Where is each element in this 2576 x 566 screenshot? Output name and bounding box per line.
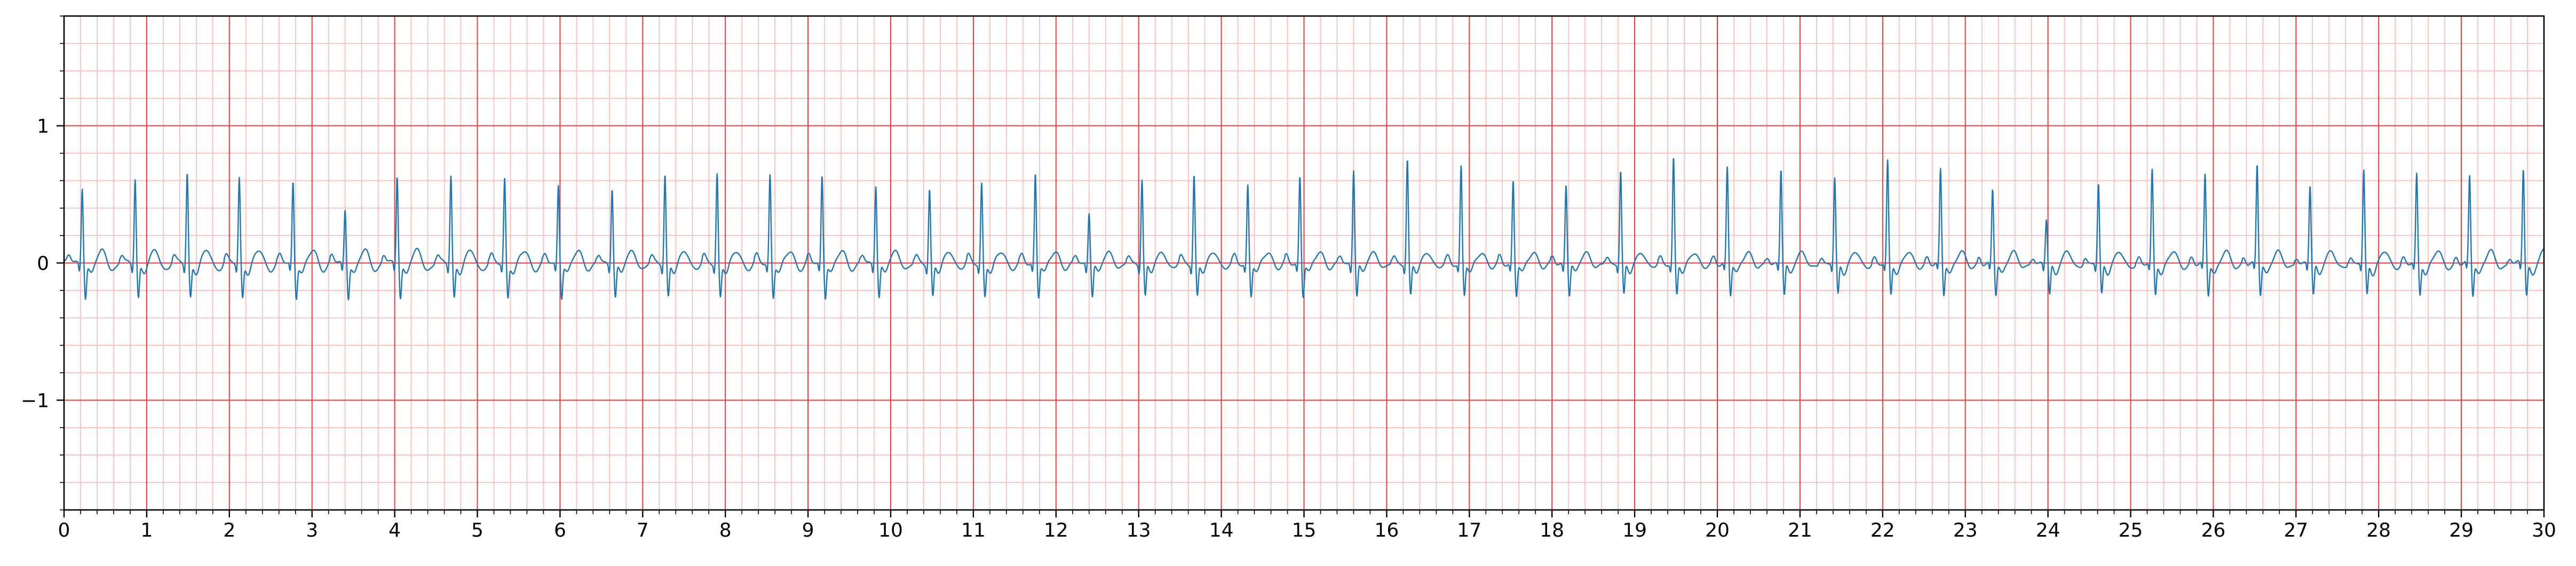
x-tick-label: 24 bbox=[2036, 520, 2060, 541]
r-peak-point bbox=[396, 176, 398, 178]
r-peak-point bbox=[186, 172, 188, 174]
x-tick-label: 19 bbox=[1622, 520, 1647, 541]
x-tick-label: 29 bbox=[2449, 520, 2474, 541]
r-peak-point bbox=[2363, 169, 2365, 171]
r-peak-point bbox=[769, 174, 771, 176]
ecg-trace-layer bbox=[64, 156, 2545, 301]
x-tick-label: 4 bbox=[389, 520, 401, 541]
x-tick-label: 10 bbox=[878, 520, 903, 541]
r-peak-point bbox=[1939, 168, 1941, 170]
r-peak-point bbox=[344, 209, 346, 211]
r-peak-point bbox=[1726, 166, 1729, 168]
r-peak-point bbox=[980, 182, 982, 184]
x-tick-label: 13 bbox=[1127, 520, 1151, 541]
y-tick-label: 1 bbox=[37, 116, 49, 138]
r-peak-point bbox=[1034, 172, 1036, 175]
r-peak-point bbox=[557, 185, 559, 187]
x-tick-label: 2 bbox=[223, 520, 235, 541]
r-peak-point bbox=[504, 176, 506, 178]
r-peak-point bbox=[2522, 168, 2524, 170]
r-peak-point bbox=[1992, 188, 1994, 190]
y-axis: 1 0 −1 bbox=[21, 15, 64, 510]
r-peak-point bbox=[134, 179, 136, 181]
x-tick-label: 15 bbox=[1292, 520, 1317, 541]
r-peak-point bbox=[81, 188, 83, 190]
ecg-trace-line bbox=[64, 158, 2545, 301]
r-peak-point bbox=[1620, 170, 1622, 172]
r-peak-point bbox=[1460, 165, 1462, 167]
r-peak-point bbox=[2046, 219, 2048, 221]
r-peak-point bbox=[2309, 185, 2311, 187]
r-peak-point bbox=[1088, 213, 1090, 215]
r-peak-point bbox=[1673, 156, 1675, 158]
r-peak-point bbox=[2151, 168, 2153, 170]
x-tick-label: 26 bbox=[2201, 520, 2225, 541]
r-peak-point bbox=[611, 188, 613, 191]
x-tick-label: 1 bbox=[140, 520, 153, 541]
r-peak-point bbox=[1141, 179, 1143, 181]
x-tick-label: 11 bbox=[961, 520, 986, 541]
x-tick-label: 27 bbox=[2284, 520, 2308, 541]
r-peak-point bbox=[292, 181, 294, 183]
x-tick-label: 8 bbox=[719, 520, 732, 541]
x-tick-label: 5 bbox=[471, 520, 484, 541]
x-tick-label: 18 bbox=[1540, 520, 1564, 541]
x-tick-label: 17 bbox=[1457, 520, 1481, 541]
r-peak-point bbox=[1299, 175, 1301, 177]
major-grid bbox=[64, 16, 2545, 510]
r-peak-point bbox=[664, 174, 666, 176]
x-tick-label: 23 bbox=[1953, 520, 1978, 541]
x-tick-label: 7 bbox=[637, 520, 649, 541]
r-peak-point bbox=[875, 186, 877, 188]
r-peak-point bbox=[1352, 170, 1354, 172]
r-peak-point bbox=[929, 188, 931, 191]
r-peak-point bbox=[1247, 184, 1249, 186]
y-tick-label: 0 bbox=[37, 253, 49, 275]
r-peak-point bbox=[1512, 179, 1514, 182]
r-peak-point bbox=[716, 172, 718, 175]
r-peak-point bbox=[238, 176, 240, 178]
r-peak-point bbox=[1834, 177, 1836, 179]
r-peak-point bbox=[1193, 174, 1195, 176]
r-peak-point bbox=[821, 175, 823, 177]
x-tick-label: 12 bbox=[1044, 520, 1068, 541]
r-peak-point bbox=[2097, 183, 2099, 185]
x-tick-label: 22 bbox=[1870, 520, 1895, 541]
r-peak-point bbox=[1887, 159, 1889, 161]
x-tick-label: 21 bbox=[1788, 520, 1812, 541]
x-axis: 0 1 2 3 4 5 6 7 8 9 10 11 12 13 14 15 16 17 18 19 20 21 22 23 24… bbox=[58, 510, 2556, 541]
r-peak-point bbox=[1780, 169, 1782, 171]
x-tick-label: 9 bbox=[802, 520, 814, 541]
x-tick-label: 16 bbox=[1374, 520, 1399, 541]
x-tick-label: 3 bbox=[306, 520, 318, 541]
r-peak-point bbox=[2469, 175, 2471, 177]
x-tick-label: 20 bbox=[1705, 520, 1730, 541]
r-peak-point bbox=[2256, 163, 2258, 166]
r-peak-point bbox=[2204, 173, 2206, 175]
r-peak-point bbox=[1406, 159, 1408, 161]
r-peak-point bbox=[2415, 172, 2418, 175]
r-peak-point bbox=[1565, 184, 1567, 186]
x-tick-label: 25 bbox=[2119, 520, 2143, 541]
r-peak-point bbox=[450, 175, 452, 177]
x-tick-label: 0 bbox=[58, 520, 70, 541]
y-tick-label: −1 bbox=[21, 390, 49, 412]
x-tick-label: 30 bbox=[2532, 520, 2556, 541]
x-tick-label: 14 bbox=[1209, 520, 1234, 541]
x-tick-label: 28 bbox=[2366, 520, 2391, 541]
x-tick-label: 6 bbox=[554, 520, 566, 541]
